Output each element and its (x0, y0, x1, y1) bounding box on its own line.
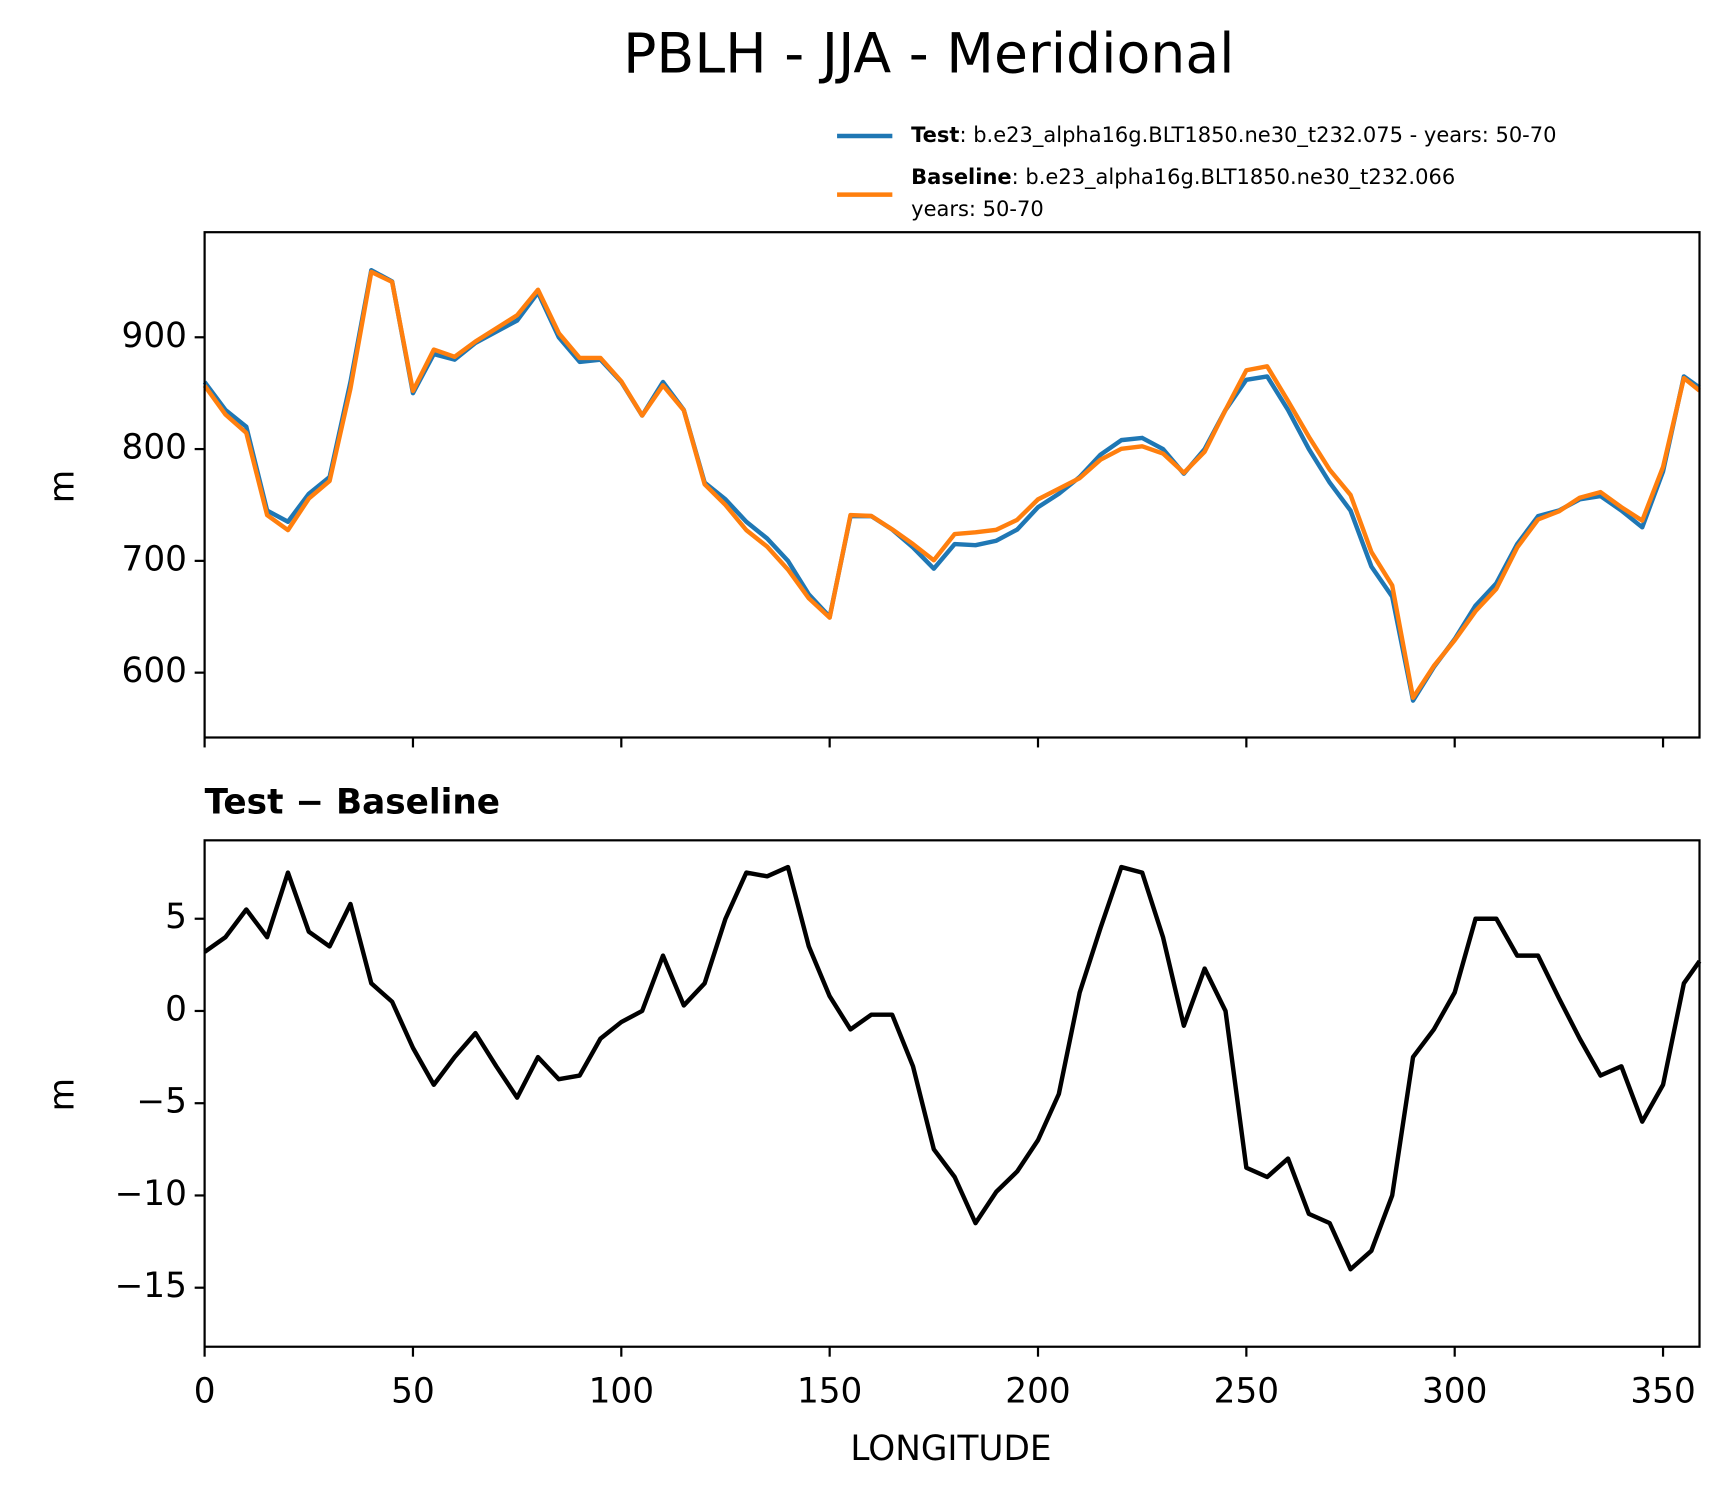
y-tick-label: 900 (122, 316, 187, 356)
legend-name: Baseline (911, 165, 1012, 189)
y-tick-label: −10 (115, 1174, 187, 1214)
legend-name: Test (911, 123, 959, 147)
y-tick-label: 5 (165, 897, 187, 937)
x-tick-label: 350 (1630, 1372, 1695, 1412)
x-tick-label: 50 (391, 1372, 435, 1412)
x-tick-label: 150 (797, 1372, 862, 1412)
x-tick-label: 100 (589, 1372, 654, 1412)
y-tick-label: 700 (122, 539, 187, 579)
data-line (203, 864, 1702, 1272)
x-tick-label: 200 (1005, 1372, 1070, 1412)
chart-title: PBLH - JJA - Meridional (623, 23, 1234, 87)
y-tick-label: 600 (122, 651, 187, 691)
y-tick-label: −15 (115, 1266, 187, 1306)
plot-frame (203, 231, 1701, 739)
x-axis-label: LONGITUDE (850, 1429, 1051, 1469)
panel-title: Test − Baseline (205, 782, 500, 822)
legend: Test: b.e23_alpha16g.BLT1850.ne30_t232.0… (837, 123, 1556, 221)
legend-label: years: 50-70 (911, 197, 1044, 221)
legend-label: : b.e23_alpha16g.BLT1850.ne30_t232.066 (1012, 165, 1456, 190)
y-axis-label: m (43, 470, 83, 503)
plot-frame (203, 839, 1701, 1348)
legend-label: : b.e23_alpha16g.BLT1850.ne30_t232.075 -… (959, 123, 1556, 148)
y-tick-label: 0 (165, 989, 187, 1029)
y-tick-label: 800 (122, 428, 187, 468)
y-axis-label: m (43, 1078, 83, 1111)
x-tick-label: 300 (1422, 1372, 1487, 1412)
legend-entry: Baseline: b.e23_alpha16g.BLT1850.ne30_t2… (911, 165, 1455, 190)
data-line (202, 269, 1701, 701)
legend-entry: Test: b.e23_alpha16g.BLT1850.ne30_t232.0… (911, 123, 1556, 148)
x-tick-label: 0 (194, 1372, 216, 1412)
x-tick-label: 250 (1214, 1372, 1279, 1412)
y-tick-label: −5 (136, 1082, 187, 1122)
